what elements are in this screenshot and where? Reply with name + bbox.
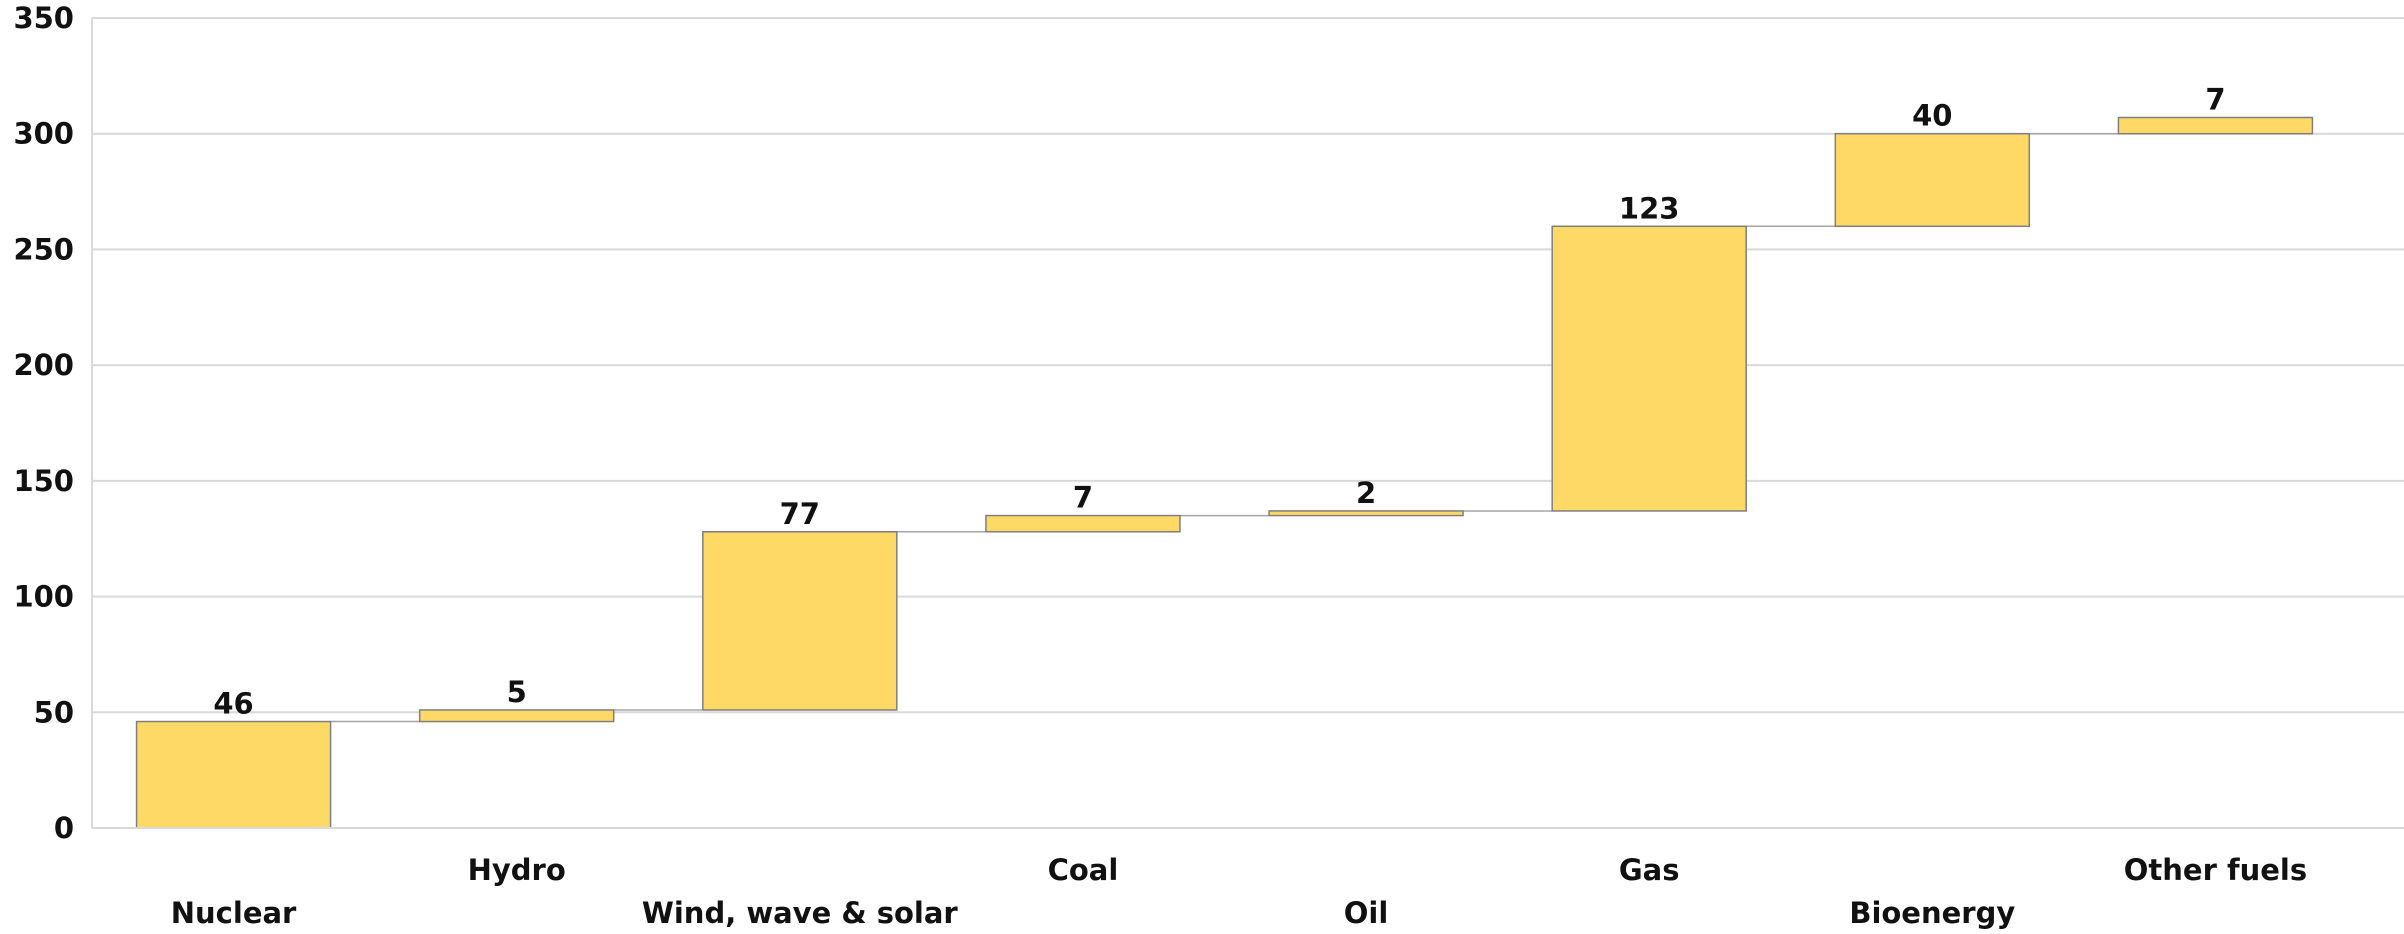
x-category-label: Bioenergy — [1849, 896, 2015, 930]
y-tick-label: 150 — [13, 464, 74, 498]
gridlines — [92, 17, 2404, 829]
bar-nuclear — [135, 720, 332, 829]
data-label: 5 — [507, 675, 527, 709]
x-category-label: Hydro — [468, 853, 566, 887]
x-category-label: Coal — [1048, 853, 1119, 887]
bar-oil — [1268, 510, 1464, 517]
y-tick-label: 250 — [13, 232, 74, 266]
data-label: 40 — [1912, 99, 1952, 133]
bars — [135, 116, 2314, 829]
data-label: 7 — [1073, 481, 1093, 515]
bar-gas — [1551, 225, 1747, 512]
x-category-label: Gas — [1619, 853, 1680, 887]
data-label: 46 — [213, 687, 253, 721]
x-category-label: Nuclear — [171, 896, 297, 930]
x-category-label: Wind, wave & solar — [642, 896, 959, 930]
y-tick-label: 0 — [54, 811, 74, 845]
data-label: 123 — [1619, 191, 1680, 225]
y-tick-label: 300 — [13, 117, 74, 151]
data-label: 77 — [780, 497, 820, 531]
y-tick-label: 350 — [13, 1, 74, 35]
bar-coal — [985, 514, 1181, 533]
y-axis: 0 50 100 150 200 250 300 350 — [13, 1, 93, 845]
y-tick-label: 100 — [13, 580, 74, 614]
connectors — [330, 132, 2119, 723]
bar-hydro — [418, 709, 615, 723]
y-tick-label: 200 — [13, 348, 74, 382]
data-label: 2 — [1356, 476, 1376, 510]
x-category-label: Oil — [1344, 896, 1389, 930]
x-category-label: Other fuels — [2124, 853, 2307, 887]
bar-wind-wave-solar — [702, 531, 898, 711]
bar-other-fuels — [2117, 116, 2314, 135]
x-axis: Nuclear Hydro Wind, wave & solar Coal Oil Gas… — [92, 827, 2404, 930]
bar-bioenergy — [1834, 132, 2031, 228]
y-tick-label: 50 — [34, 695, 74, 729]
data-label: 7 — [2205, 83, 2225, 117]
